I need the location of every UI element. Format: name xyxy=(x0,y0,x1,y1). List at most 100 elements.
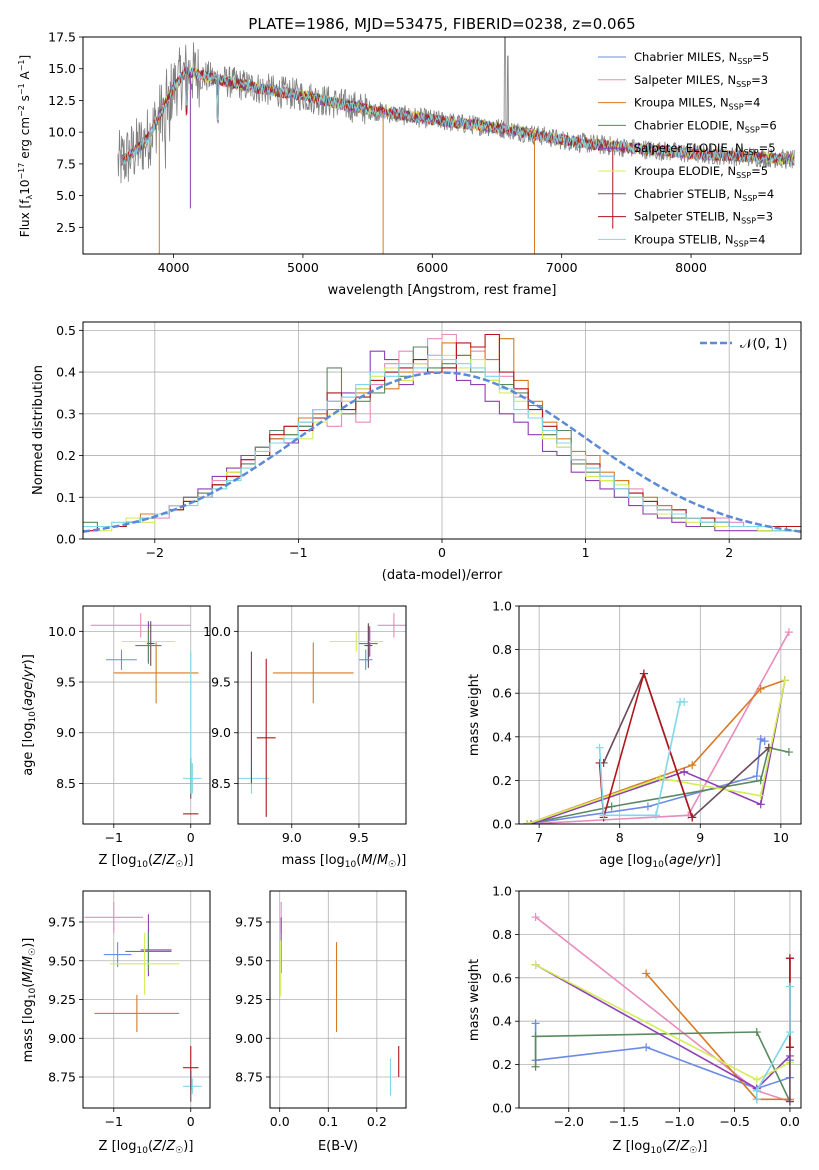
y-tick-label: 9.00 xyxy=(235,1031,263,1046)
x-tick-label: −1 xyxy=(105,830,123,845)
age-vs-Z-axes: −1 0 8.5 9.0 9.5 10.0 xyxy=(48,624,195,845)
mass-weight-vs-age-ylabel: mass weight xyxy=(467,674,482,756)
plus-marker xyxy=(595,743,604,752)
x-tick-label: −1 xyxy=(289,545,307,560)
y-tick-label: 1.0 xyxy=(492,599,512,614)
plus-marker xyxy=(651,811,660,820)
plus-marker xyxy=(752,1075,761,1084)
y-tick-label: 1.0 xyxy=(492,884,512,899)
mass-weight-vs-Z-plot-area xyxy=(519,891,801,1108)
mass-weight-vs-age-plot-area xyxy=(519,606,801,824)
mass-weight-vs-Z-axes: −2.0 −1.5 −1.0 −0.5 0.0 0.0 0.2 0.4 0.6 0.8 1.0 xyxy=(492,884,800,1130)
model-spectrum-line xyxy=(121,66,795,166)
y-tick-label: 8.75 xyxy=(48,1070,76,1085)
x-tick-label: 7 xyxy=(535,830,543,845)
x-tick-label: −0.5 xyxy=(719,1114,749,1129)
x-tick-label: 4000 xyxy=(158,260,190,275)
residuals-axes: −2 −1 0 1 2 0.0 0.1 0.2 0.3 0.4 0.5 xyxy=(56,323,733,560)
spectrum-ylabel: Flux [fλ10−17 erg cm−2 s−1 A−1] xyxy=(17,55,34,237)
plus-marker xyxy=(642,969,651,978)
age-vs-Z-frame xyxy=(82,605,211,825)
x-tick-label: −2 xyxy=(146,545,164,560)
plus-marker xyxy=(531,913,540,922)
residuals-xlabel: (data-model)/error xyxy=(382,568,503,583)
plus-marker xyxy=(764,743,773,752)
mass-weight-line xyxy=(527,631,790,824)
plus-marker xyxy=(752,772,761,781)
y-tick-label: 0.2 xyxy=(56,448,76,463)
y-tick-label: 9.5 xyxy=(211,675,231,690)
mass-weight-vs-age-panel: 7 8 9 10 0.0 0.2 0.4 0.6 0.8 1.0 age [log10(age/y… xyxy=(467,599,802,870)
plus-marker xyxy=(656,774,664,783)
y-tick-label: 0.0 xyxy=(492,817,512,832)
mass-weight-vs-age-xlabel: age [log10(age/yr)] xyxy=(599,853,721,870)
mass-vs-Z-axes: −1 0 8.75 9.00 9.25 9.50 9.75 xyxy=(48,915,195,1130)
mass-vs-ebv-axes: 0.0 0.1 0.2 8.75 9.00 9.25 9.50 9.75 xyxy=(235,915,387,1130)
y-tick-label: 8.5 xyxy=(56,776,76,791)
y-tick-label: 0.4 xyxy=(492,1014,512,1029)
x-tick-label: 0.0 xyxy=(270,1114,290,1129)
mass-vs-Z-xlabel: Z [log10(Z/Z☉)] xyxy=(99,1139,194,1156)
y-tick-label: 9.5 xyxy=(56,675,76,690)
plus-marker xyxy=(756,684,765,693)
x-tick-label: 9 xyxy=(696,830,704,845)
mass-weight-vs-age-frame xyxy=(518,605,802,825)
y-tick-label: 9.25 xyxy=(48,992,76,1007)
mass-weight-vs-Z-panel: −2.0 −1.5 −1.0 −0.5 0.0 0.0 0.2 0.4 0.6 0.8 1.0 Z … xyxy=(467,884,802,1156)
age-vs-Z-ylabel: age [log10(age/yr)] xyxy=(21,654,38,776)
mass-weight-vs-age-axes: 7 8 9 10 0.0 0.2 0.4 0.6 0.8 1.0 xyxy=(492,599,789,846)
y-tick-label: 5.0 xyxy=(56,188,76,203)
y-tick-label: 0.4 xyxy=(56,365,76,380)
x-tick-label: −1 xyxy=(105,1114,123,1129)
residuals-panel: −2 −1 0 1 2 0.0 0.1 0.2 0.3 0.4 0.5 (data-model)/e… xyxy=(31,321,802,583)
plus-marker xyxy=(607,802,616,811)
x-tick-label: 10 xyxy=(773,830,789,845)
age-vs-Z-xlabel: Z [log10(Z/Z☉)] xyxy=(99,853,194,870)
plus-marker xyxy=(531,1032,540,1041)
x-tick-label: 0.2 xyxy=(367,1114,387,1129)
plus-marker xyxy=(784,628,793,637)
x-tick-label: 0 xyxy=(187,830,195,845)
legend-label: Kroupa MILES, NSSP=4 xyxy=(634,96,760,112)
spectrum-panel: PLATE=1986, MJD=53475, FIBERID=0238, z=0… xyxy=(17,15,802,298)
plus-marker xyxy=(785,1097,794,1106)
plus-marker xyxy=(752,1086,761,1095)
y-tick-label: 10.0 xyxy=(48,624,76,639)
x-tick-label: 2 xyxy=(725,545,733,560)
mass-vs-ebv-panel: 0.0 0.1 0.2 8.75 9.00 9.25 9.50 9.75 E(B-V) xyxy=(235,890,407,1154)
age-vs-mass-frame xyxy=(237,605,407,825)
x-tick-label: 0 xyxy=(187,1114,195,1129)
x-tick-label: 8000 xyxy=(675,260,707,275)
age-vs-Z-panel: −1 0 8.5 9.0 9.5 10.0 Z [log10(Z/Z☉)] age [lo… xyxy=(21,605,211,870)
x-tick-label: −1.0 xyxy=(664,1114,694,1129)
plus-marker xyxy=(785,982,794,991)
y-tick-label: 0.2 xyxy=(492,773,512,788)
legend-label: Salpeter ELODIE, NSSP=5 xyxy=(634,141,776,157)
x-tick-label: −2.0 xyxy=(554,1114,584,1129)
legend-label: Kroupa STELIB, NSSP=4 xyxy=(634,232,765,248)
y-tick-label: 0.3 xyxy=(56,406,76,421)
legend-label: Salpeter MILES, NSSP=3 xyxy=(634,73,768,89)
y-tick-label: 9.75 xyxy=(235,915,263,930)
y-tick-label: 9.25 xyxy=(235,992,263,1007)
plus-marker xyxy=(688,813,697,822)
mass-weight-line xyxy=(598,701,685,817)
y-tick-label: 0.8 xyxy=(492,642,512,657)
plus-marker xyxy=(780,676,789,685)
y-tick-label: 10.0 xyxy=(48,125,76,140)
y-tick-label: 9.50 xyxy=(48,953,76,968)
y-tick-label: 0.2 xyxy=(492,1057,512,1072)
plus-marker xyxy=(756,800,765,809)
y-tick-label: 0.1 xyxy=(56,490,76,505)
residuals-ylabel: Normed distribution xyxy=(31,365,46,495)
plus-marker xyxy=(639,669,648,678)
x-tick-label: 6000 xyxy=(416,260,448,275)
x-tick-label: 8 xyxy=(616,830,624,845)
x-tick-label: 5000 xyxy=(287,260,319,275)
y-tick-label: 15.0 xyxy=(48,61,76,76)
plus-marker xyxy=(642,1043,651,1052)
mass-vs-ebv-xlabel: E(B-V) xyxy=(318,1139,358,1154)
mass-weight-line xyxy=(526,679,786,824)
y-tick-label: 8.5 xyxy=(211,776,231,791)
